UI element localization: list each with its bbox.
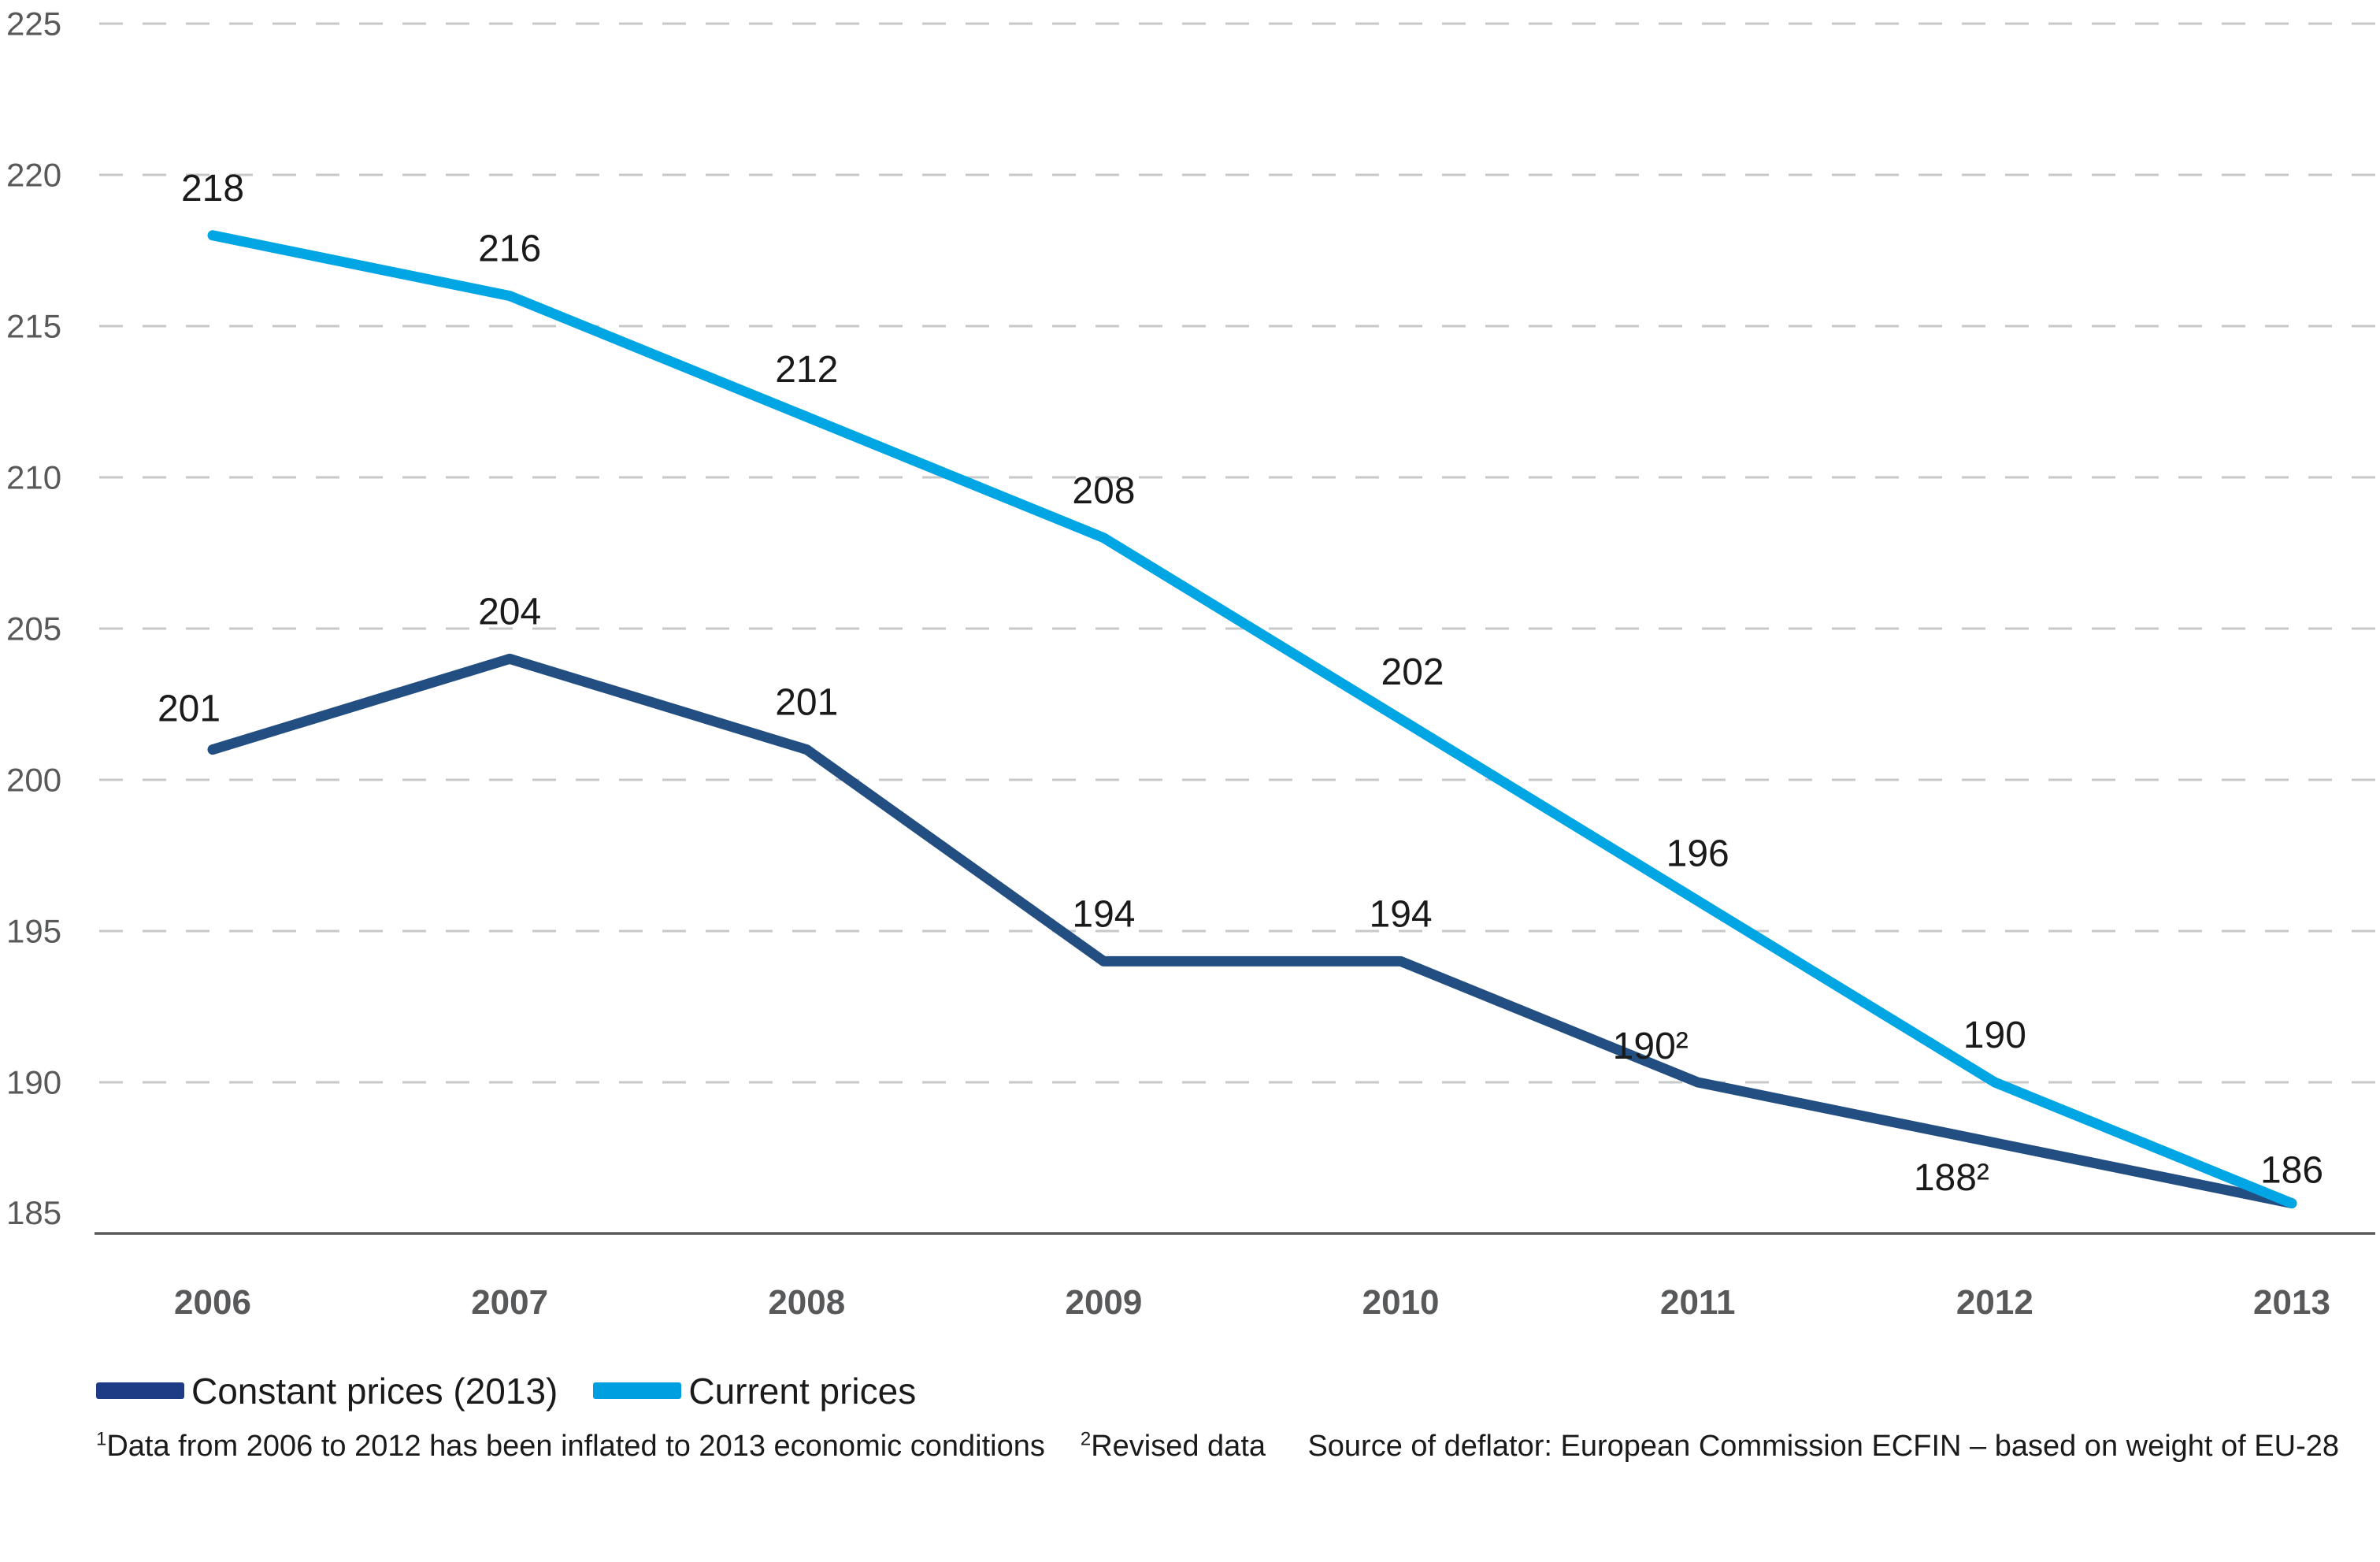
data-label-current-2009: 208 (1072, 470, 1135, 512)
footnote-inflation-note: 1Data from 2006 to 2012 has been inflate… (96, 1430, 1045, 1464)
x-axis-tick-label-2007: 2007 (471, 1283, 548, 1322)
legend-item-current-prices: Current prices (593, 1370, 916, 1412)
chart-footnotes: 1Data from 2006 to 2012 has been inflate… (0, 1430, 2380, 1464)
x-axis-tick-label-2009: 2009 (1065, 1283, 1142, 1322)
data-label-current-2010: 202 (1381, 651, 1444, 693)
data-label-constant-2006: 201 (158, 688, 221, 730)
legend-swatch-constant-prices (96, 1382, 184, 1399)
data-label-constant-2011: 190² (1613, 1026, 1689, 1067)
footnote-superscript-2: 2 (1080, 1428, 1092, 1450)
data-label-constant-2007: 204 (478, 591, 541, 633)
x-axis-tick-label-2008: 2008 (768, 1283, 845, 1322)
footnote-source-text: Source of deflator: European Commission … (1307, 1430, 2339, 1463)
footnote-inflation-text: Data from 2006 to 2012 has been inflated… (106, 1430, 1045, 1463)
footnote-revised-note: 2Revised data (1081, 1430, 1266, 1464)
data-label-current-2012: 190 (1963, 1015, 2026, 1056)
y-axis-tick-label-215: 215 (6, 308, 61, 345)
footnote-superscript-1: 1 (96, 1428, 107, 1450)
data-label-constant-2009: 194 (1072, 893, 1135, 935)
y-axis-tick-label-195: 195 (6, 913, 61, 950)
legend-label-current-prices: Current prices (688, 1370, 917, 1412)
y-axis-tick-label-225: 225 (6, 6, 61, 43)
data-label-current-2013: 186 (2260, 1150, 2323, 1192)
footnote-revised-text: Revised data (1091, 1430, 1266, 1463)
y-axis-tick-label-210: 210 (6, 459, 61, 496)
data-label-current-2008: 212 (775, 349, 838, 391)
data-label-constant-2008: 201 (775, 682, 838, 724)
x-axis-tick-label-2013: 2013 (2253, 1283, 2330, 1322)
series-line-constant-prices (207, 653, 2297, 1209)
y-axis-tick-label-205: 205 (6, 610, 61, 647)
x-axis-tick-label-2006: 2006 (174, 1283, 251, 1322)
y-axis-tick-label-185: 185 (6, 1194, 61, 1231)
y-axis-tick-label-200: 200 (6, 762, 61, 799)
x-axis-tick-label-2011: 2011 (1660, 1283, 1735, 1322)
legend-label-constant-prices: Constant prices (2013) (191, 1370, 558, 1412)
legend-item-constant-prices: Constant prices (2013) (96, 1370, 558, 1412)
data-label-current-2011: 196 (1666, 833, 1729, 875)
series-line-current-prices (207, 230, 2297, 1209)
y-axis-tick-label-190: 190 (6, 1064, 61, 1101)
chart-legend: Constant prices (2013) Current prices (0, 1369, 2380, 1412)
data-label-current-2006: 218 (181, 168, 244, 210)
data-label-constant-2012: 188² (1914, 1157, 1989, 1199)
x-axis-tick-label-2012: 2012 (1956, 1283, 2033, 1322)
legend-swatch-current-prices (593, 1382, 682, 1399)
y-axis-tick-label-220: 220 (6, 157, 61, 194)
data-label-current-2007: 216 (478, 228, 541, 270)
line-chart-plot-area: 185 190 195 200 205 210 215 220 225 2006 2007 2008 2… (6, 6, 2375, 1322)
x-axis-tick-label-2010: 2010 (1362, 1283, 1440, 1322)
data-label-constant-2010: 194 (1370, 893, 1433, 935)
